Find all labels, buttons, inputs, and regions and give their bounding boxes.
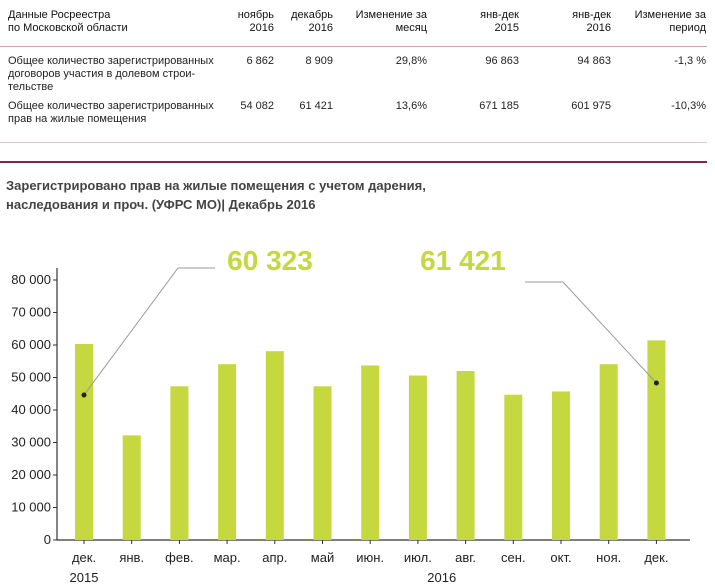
bar <box>170 386 189 540</box>
rule <box>0 46 707 47</box>
x-tick-label: янв. <box>119 550 144 565</box>
table-cell: янв-дек 2016 <box>572 9 611 34</box>
table-cell: 54 082 <box>240 100 274 112</box>
y-tick-label: 60 000 <box>11 337 51 352</box>
chart-title: Зарегистрировано прав на жилые помещения… <box>6 178 426 212</box>
year-label: 2015 <box>70 570 99 585</box>
data-label: 60 323 <box>227 245 313 276</box>
x-tick-label: мар. <box>214 550 241 565</box>
y-tick-label: 50 000 <box>11 370 51 385</box>
table-cell: 13,6% <box>395 100 427 112</box>
y-tick-label: 70 000 <box>11 305 51 320</box>
y-tick-label: 10 000 <box>11 500 51 515</box>
table-cell: 96 863 <box>485 55 519 67</box>
x-tick-label: дек. <box>644 550 668 565</box>
table-cell: -10,3% <box>671 100 706 112</box>
table-cell: 61 421 <box>299 100 333 112</box>
bar <box>552 391 570 540</box>
bar <box>504 394 523 540</box>
y-tick-label: 0 <box>44 532 51 547</box>
table-cell: Данные Росреестра по Московской области <box>8 9 128 34</box>
x-tick-label: дек. <box>72 550 96 565</box>
table-cell: ноябрь 2016 <box>237 9 274 34</box>
table-cell: Общее количество зарегистрированных дого… <box>8 55 214 93</box>
year-label: 2016 <box>427 570 456 585</box>
leader-dot <box>653 380 659 386</box>
bar <box>456 371 475 540</box>
bar <box>647 340 666 540</box>
x-tick-label: фев. <box>165 550 193 565</box>
y-tick-label: 40 000 <box>11 402 51 417</box>
table-cell: 29,8% <box>395 55 427 67</box>
y-tick-label: 20 000 <box>11 467 51 482</box>
table-cell: Изменение за период <box>634 9 706 34</box>
rule <box>0 161 707 163</box>
bar <box>408 375 427 540</box>
x-tick-label: апр. <box>262 550 287 565</box>
bar <box>361 365 380 540</box>
data-label: 61 421 <box>420 245 506 276</box>
x-tick-label: июн. <box>356 550 384 565</box>
x-tick-label: ноя. <box>596 550 621 565</box>
rule <box>0 142 707 143</box>
bar <box>265 351 284 540</box>
table-cell: 601 975 <box>571 100 611 112</box>
y-tick-label: 30 000 <box>11 435 51 450</box>
x-tick-label: май <box>311 550 334 565</box>
table-cell: янв-дек 2015 <box>480 9 519 34</box>
bar <box>75 343 93 540</box>
table-cell: -1,3 % <box>674 55 706 67</box>
leader-dot <box>81 392 87 398</box>
leader-line <box>83 267 215 396</box>
x-tick-label: авг. <box>455 550 476 565</box>
x-tick-label: июл. <box>404 550 432 565</box>
table-cell: декабрь 2016 <box>291 9 333 34</box>
bar <box>313 386 332 540</box>
table-cell: 6 862 <box>246 55 274 67</box>
x-tick-label: окт. <box>550 550 571 565</box>
bar <box>122 435 141 540</box>
x-tick-label: сен. <box>501 550 526 565</box>
table-cell: 94 863 <box>577 55 611 67</box>
table-cell: Общее количество зарегистрированных прав… <box>8 100 214 125</box>
bar <box>218 364 237 540</box>
leader-line <box>525 281 657 384</box>
table-cell: 8 909 <box>305 55 333 67</box>
y-tick-label: 80 000 <box>11 272 51 287</box>
table-cell: Изменение за месяц <box>355 9 427 34</box>
table-cell: 671 185 <box>479 100 519 112</box>
bar <box>599 364 618 540</box>
